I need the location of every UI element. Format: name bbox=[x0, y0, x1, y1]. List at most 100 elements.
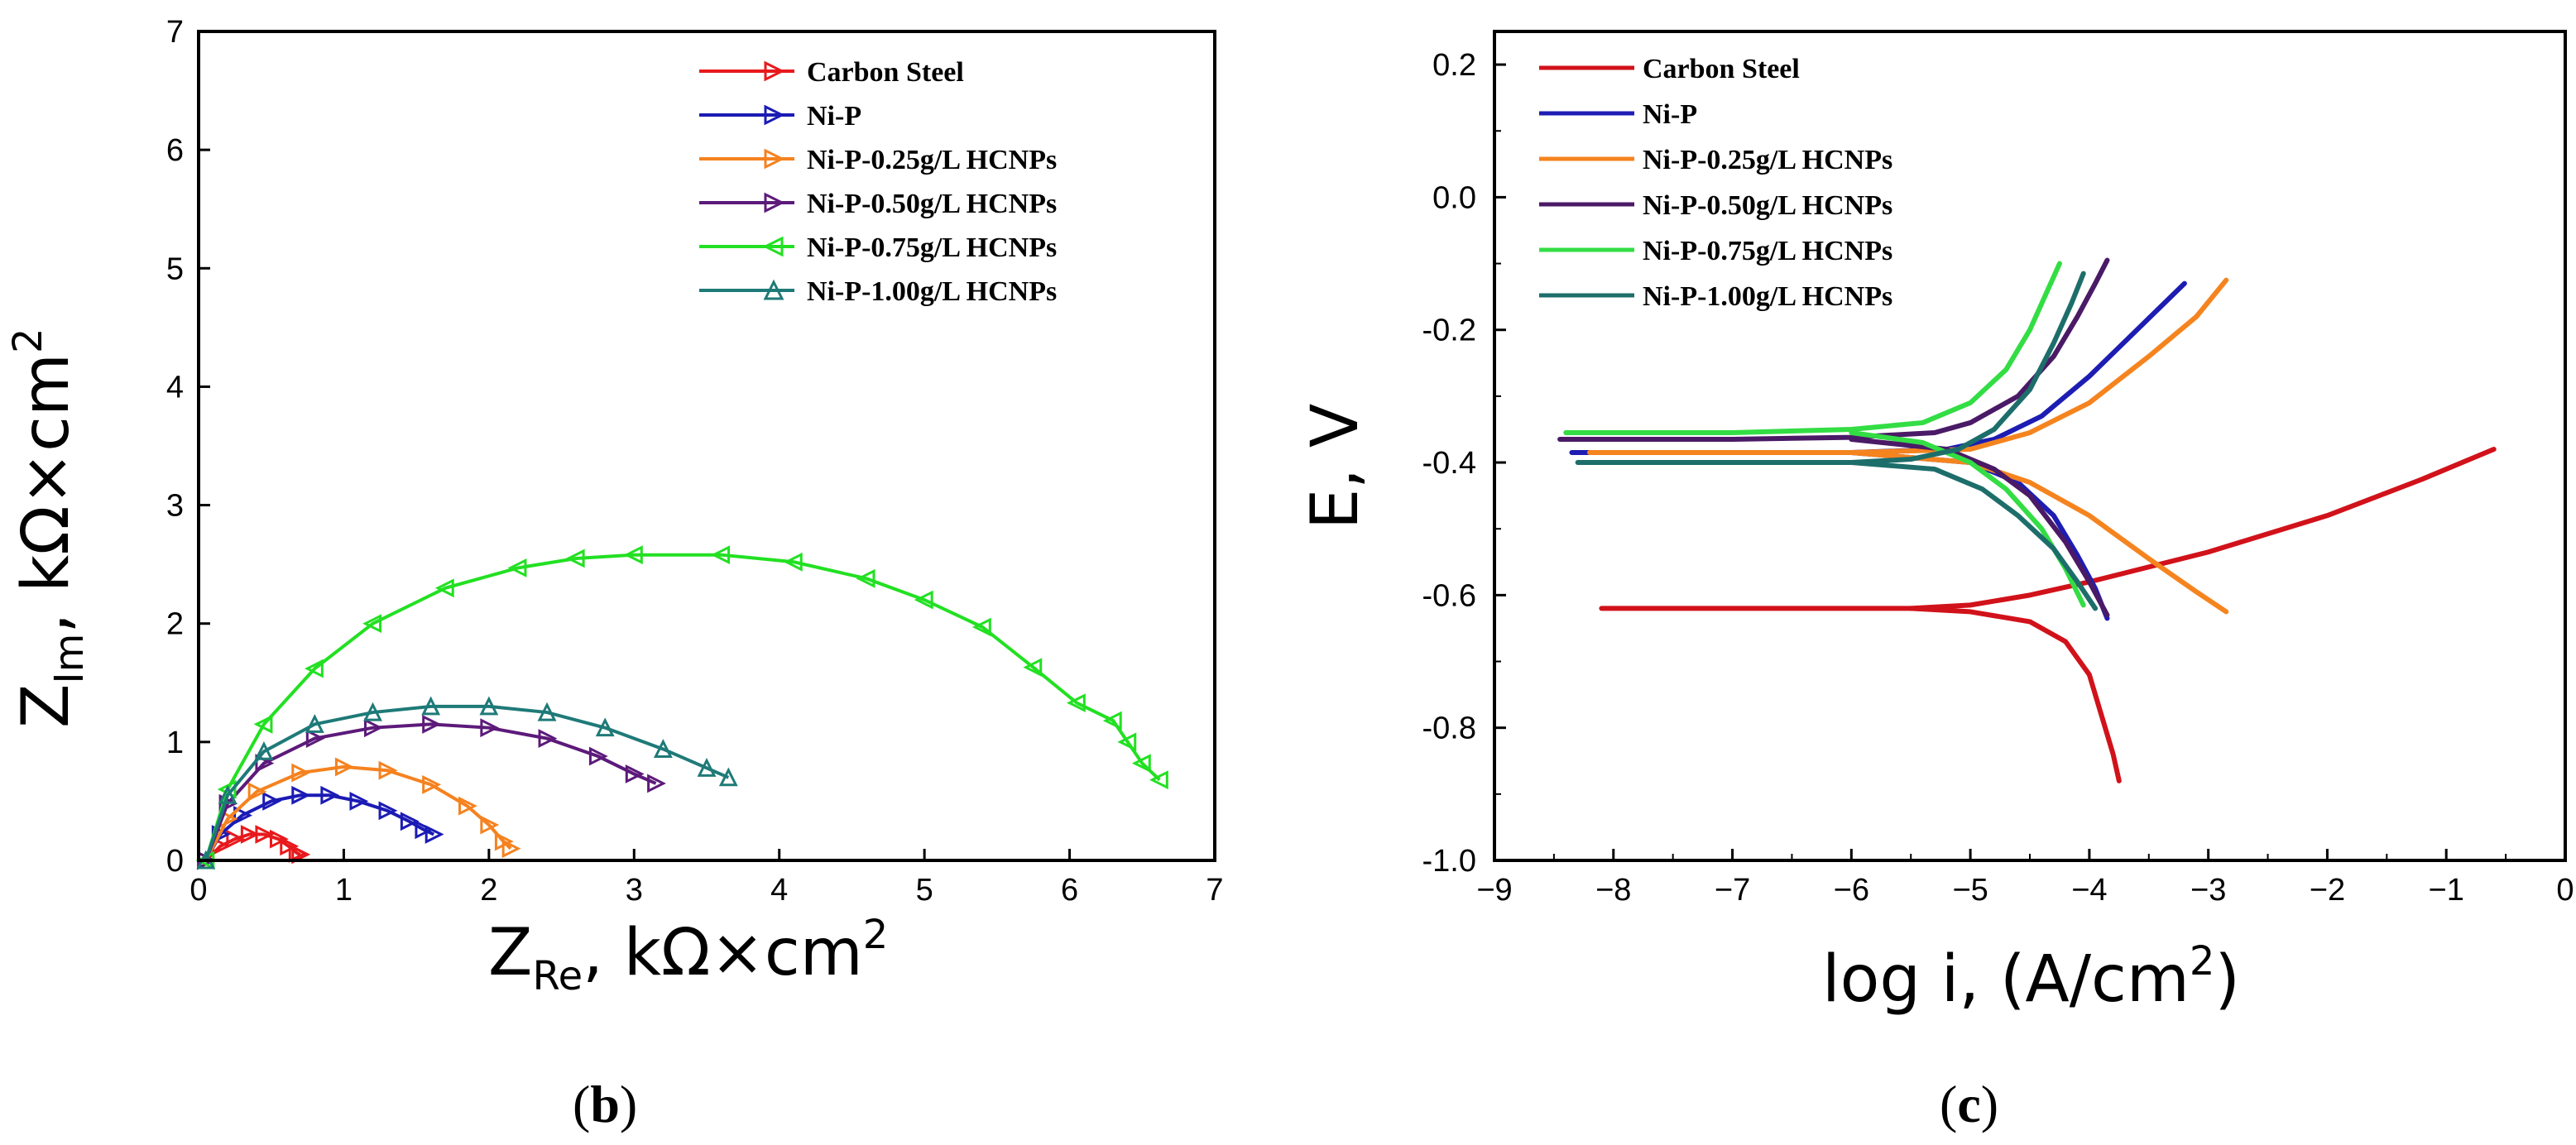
panel-c-x-tick-label: −7 bbox=[1715, 873, 1750, 908]
panel-b-y-tick-label: 1 bbox=[166, 726, 184, 760]
panel-c-y-tick-label: -0.2 bbox=[1422, 314, 1476, 348]
panel-b-data-point bbox=[595, 717, 615, 737]
panel-b-x-tick-label: 5 bbox=[916, 873, 933, 908]
panel-b-data-point bbox=[305, 714, 324, 733]
panel-b-data-point bbox=[422, 774, 442, 794]
panel-b-y-tick-label: 4 bbox=[166, 370, 184, 405]
panel-b-legend-marker bbox=[764, 104, 785, 126]
panel-b-data-point bbox=[971, 617, 991, 637]
panel-c-legend-label: Carbon Steel bbox=[1643, 54, 1800, 84]
panel-c-legend-label: Ni-P-0.50g/L HCNPs bbox=[1643, 190, 1892, 221]
panel-b-x-tick-label: 3 bbox=[626, 873, 643, 908]
panel-b-data-point bbox=[305, 729, 325, 748]
panel-b-y-tick-label: 0 bbox=[166, 844, 184, 879]
panel-b-data-point bbox=[334, 757, 354, 777]
panel-b-data-point bbox=[415, 820, 434, 840]
panel-b-data-point bbox=[565, 549, 585, 568]
panel-c-cathodic-branch-ni-p bbox=[1849, 450, 2110, 621]
panel-b-data-point bbox=[226, 829, 246, 849]
panel-b-data-point bbox=[507, 558, 527, 577]
panel-b-legend-label: Ni-P-0.75g/L HCNPs bbox=[807, 232, 1057, 263]
panel-c-tafel-chart: −9 −8 −7 −6 −5 −4 −3 −2 −1 0 0.2 0.0 -0.2 -0.4 -0.6 -0.… bbox=[1298, 30, 2574, 1133]
panel-b-x-tick-label: 2 bbox=[480, 873, 497, 908]
panel-b-data-point bbox=[856, 568, 875, 588]
panel-b-legend-label: Ni-P-1.00g/L HCNPs bbox=[807, 276, 1057, 307]
panel-b-series-line-ni-p-0-75g-l-hcnps bbox=[204, 553, 1161, 861]
panel-b-data-point bbox=[280, 836, 300, 856]
panel-c-legend-label: Ni-P-0.75g/L HCNPs bbox=[1643, 236, 1892, 266]
panel-b-data-point bbox=[320, 785, 340, 805]
panel-b-legend-label: Ni-P-0.25g/L HCNPs bbox=[807, 145, 1057, 175]
panel-b-data-point bbox=[1131, 754, 1151, 774]
panel-b-data-point bbox=[421, 696, 441, 716]
panel-c-y-tick-label: -0.6 bbox=[1422, 578, 1476, 613]
panel-c-legend: Carbon Steel Ni-P Ni-P-0.25g/L HCNPs Ni-P-0… bbox=[1539, 54, 1892, 312]
panel-b-data-point bbox=[1102, 711, 1122, 731]
panel-c-y-tick-label: -1.0 bbox=[1422, 844, 1476, 879]
panel-c-x-tick-label: −3 bbox=[2190, 873, 2226, 908]
panel-c-anodic-branch-ni-p-0-25g-l-hcnps bbox=[1587, 277, 2229, 456]
panel-c-x-tick-label: −8 bbox=[1595, 873, 1631, 908]
panel-b-data-point bbox=[233, 806, 252, 826]
panel-b-legend-marker bbox=[764, 192, 785, 213]
panel-b-legend-marker bbox=[762, 236, 784, 257]
panel-b-data-point bbox=[349, 792, 369, 811]
panel-b-nyquist-chart: 0 1 2 3 4 5 6 7 0 1 2 3 4 5 6 7 Carbon Steel Ni-P Ni-P-0.… bbox=[5, 15, 1224, 1133]
panel-b-data-point bbox=[255, 825, 275, 844]
panel-b-legend: Carbon Steel Ni-P Ni-P-0.25g/L HCNPs Ni-P-0… bbox=[699, 57, 1057, 307]
panel-b-data-point bbox=[647, 774, 666, 793]
panel-b-data-point bbox=[291, 763, 311, 783]
panel-b-data-point bbox=[537, 702, 557, 721]
panel-b-data-point bbox=[262, 792, 282, 811]
panel-b-data-point bbox=[378, 801, 398, 821]
panel-b-series-line-ni-p bbox=[204, 793, 435, 861]
panel-b-legend-label: Ni-P-0.50g/L HCNPs bbox=[807, 189, 1057, 219]
panel-b-data-point bbox=[291, 785, 311, 805]
panel-b-x-axis-title: ZRe, kΩ×cm2 bbox=[488, 912, 888, 999]
panel-b-data-point bbox=[400, 812, 420, 831]
panel-b-data-point bbox=[422, 714, 442, 734]
panel-b-x-tick-label: 4 bbox=[770, 873, 788, 908]
panel-b-data-point bbox=[434, 578, 454, 598]
panel-c-anodic-branch-ni-p-0-50g-l-hcnps bbox=[1557, 257, 2110, 442]
panel-c-y-tick-label: -0.8 bbox=[1422, 711, 1476, 746]
panel-b-data-point bbox=[362, 614, 382, 634]
panel-b-data-point bbox=[247, 782, 267, 802]
panel-c-x-tick-label: −1 bbox=[2429, 873, 2464, 908]
panel-c-x-tick-label: −2 bbox=[2310, 873, 2345, 908]
panel-b-data-point bbox=[623, 545, 643, 565]
panel-c-y-axis-title: E, V bbox=[1298, 404, 1373, 529]
panel-c-series-group bbox=[1557, 257, 2497, 783]
panel-b-legend-label: Ni-P bbox=[807, 101, 861, 132]
panel-c-x-tick-label: −4 bbox=[2071, 873, 2107, 908]
panel-c-x-tick-label: −5 bbox=[1952, 873, 1988, 908]
panel-b-legend-label: Carbon Steel bbox=[807, 57, 964, 88]
panel-b-data-point bbox=[480, 718, 500, 738]
panel-b-legend-marker bbox=[763, 279, 784, 300]
panel-b-y-tick-label: 6 bbox=[166, 133, 184, 168]
panel-b-data-point bbox=[711, 545, 731, 565]
panel-b-data-point bbox=[1023, 658, 1043, 678]
panel-b-data-point bbox=[425, 825, 444, 844]
panel-b-label: (b) bbox=[573, 1075, 637, 1133]
panel-b-data-point bbox=[588, 746, 608, 766]
panel-b-data-point bbox=[240, 825, 260, 844]
panel-b-x-tick-label: 6 bbox=[1061, 873, 1078, 908]
panel-c-label: (c) bbox=[1940, 1075, 1998, 1133]
panel-b-data-point bbox=[501, 839, 521, 859]
panel-c-anodic-branch-ni-p-1-00g-l-hcnps bbox=[1575, 271, 2086, 466]
panel-c-x-axis-title: log i, (A/cm2) bbox=[1822, 938, 2240, 1017]
panel-b-y-tick-label: 3 bbox=[166, 489, 184, 524]
panel-b-data-point bbox=[291, 845, 311, 865]
panel-b-series-line-ni-p-0-50g-l-hcnps bbox=[204, 722, 657, 861]
panel-b-data-point bbox=[254, 740, 274, 760]
panel-b-data-point bbox=[1066, 693, 1086, 713]
panel-b-y-tick-label: 5 bbox=[166, 252, 184, 286]
panel-b-data-point bbox=[697, 757, 717, 777]
panel-b-x-tick-label: 1 bbox=[335, 873, 353, 908]
panel-b-data-point bbox=[218, 784, 237, 804]
panel-b-plot-frame bbox=[197, 30, 1216, 862]
panel-b-y-axis-title: ZIm, kΩ×cm2 bbox=[5, 328, 93, 729]
panel-c-y-tick-label: -0.4 bbox=[1422, 446, 1476, 481]
